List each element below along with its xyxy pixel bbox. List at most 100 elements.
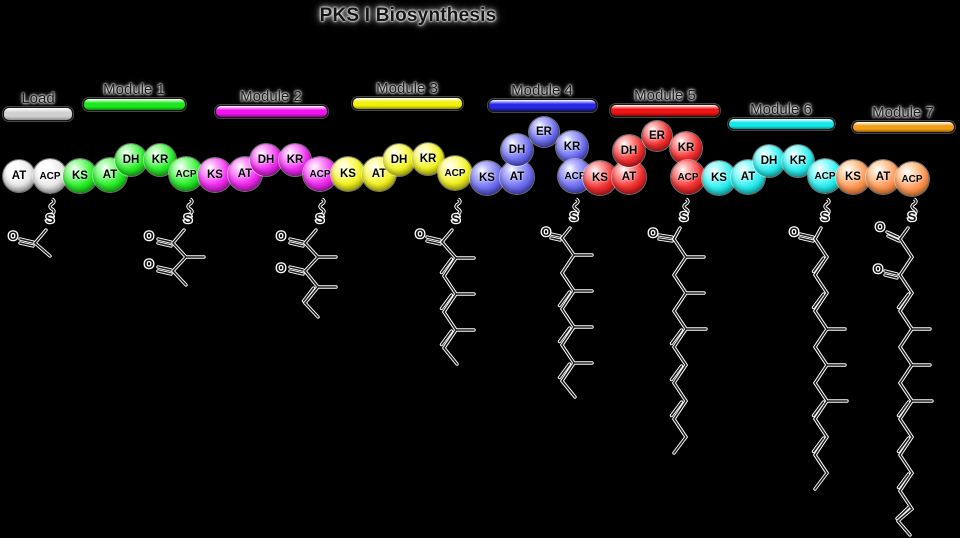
atom-label-s: S — [452, 211, 461, 226]
bond — [673, 346, 687, 366]
bond — [899, 472, 913, 492]
bond — [289, 238, 304, 243]
bond — [673, 382, 687, 402]
domain-m7-acp: ACP — [895, 162, 929, 196]
bond — [812, 437, 825, 453]
bond — [897, 473, 910, 489]
bond — [561, 308, 575, 328]
bond — [814, 382, 828, 402]
bond — [304, 270, 319, 288]
bond — [441, 229, 453, 243]
atom-label-s: S — [680, 209, 689, 224]
bond — [157, 242, 172, 247]
bond — [561, 237, 575, 256]
bond — [426, 236, 441, 241]
atom-label-o: O — [875, 220, 884, 234]
module-bar-m4 — [488, 99, 597, 112]
bond — [673, 364, 687, 384]
bond — [897, 508, 913, 522]
bond — [34, 242, 51, 257]
bond — [443, 293, 457, 313]
bond — [799, 233, 814, 238]
bond — [561, 227, 571, 239]
atom-label-s: S — [570, 209, 579, 224]
domain-m2-dh: DH — [250, 144, 282, 176]
bond — [899, 436, 913, 456]
bond — [887, 235, 900, 242]
domain-m5-ks: KS — [583, 161, 617, 195]
bond — [897, 293, 910, 309]
bond — [897, 520, 911, 536]
bond — [34, 229, 47, 244]
diagram-title: PKS I Biosynthesis — [319, 5, 497, 26]
bond — [884, 274, 898, 279]
bond — [814, 328, 828, 348]
bond — [897, 401, 910, 417]
bond — [814, 346, 828, 366]
domain-load-acp: ACP — [33, 159, 67, 193]
bond — [550, 237, 561, 241]
domain-m1-dh: DH — [115, 144, 147, 176]
wavy-bond — [573, 198, 579, 215]
bond — [19, 238, 34, 243]
domain-m6-dh: DH — [753, 145, 785, 177]
molecule-m1: S OO — [143, 197, 206, 287]
module-label-m1: Module 1 — [103, 81, 165, 98]
bond — [304, 256, 319, 272]
domain-m4-dh: DH — [501, 134, 533, 166]
atom-label-o: O — [789, 225, 798, 239]
bond — [814, 292, 828, 312]
bond — [814, 418, 828, 438]
module-bar-m5 — [610, 104, 720, 117]
bond — [814, 238, 828, 258]
atom-label-s: S — [908, 209, 917, 224]
bond — [899, 400, 913, 420]
bond — [814, 274, 828, 294]
wavy-bond — [455, 198, 461, 215]
bond — [673, 328, 687, 348]
bond — [289, 242, 304, 247]
molecule-m7: S O O — [872, 197, 934, 537]
molecule-m5: SO — [647, 197, 708, 455]
module-label-m4: Module 4 — [511, 82, 573, 99]
bond — [658, 234, 673, 238]
atom-label-s: S — [184, 211, 193, 226]
module-bar-m7 — [852, 121, 955, 133]
bond — [558, 291, 571, 307]
bond — [899, 346, 913, 366]
atom-label-o: O — [276, 261, 285, 275]
atom-label-o: O — [648, 226, 657, 240]
atom-label-o: O — [415, 227, 424, 241]
bond — [814, 310, 828, 330]
bond — [440, 330, 453, 346]
domain-m4-kr: KR — [556, 131, 588, 163]
module-label-m5: Module 5 — [634, 87, 696, 104]
domain-m2-ks: KS — [198, 158, 232, 192]
domain-m1-acp: ACP — [169, 157, 203, 191]
domain-m4-er: ER — [529, 117, 559, 147]
bond — [172, 270, 187, 286]
wavy-bond — [187, 198, 193, 215]
bond — [304, 286, 319, 304]
bond — [899, 274, 913, 294]
bond — [157, 238, 172, 243]
bond — [812, 293, 825, 309]
domain-m3-acp: ACP — [438, 156, 472, 190]
bond — [814, 400, 828, 420]
bond — [673, 238, 687, 258]
bond — [157, 266, 172, 271]
bond — [673, 436, 687, 454]
domain-m7-ks: KS — [836, 160, 870, 194]
domain-m3-dh: DH — [383, 144, 415, 176]
bond — [304, 302, 319, 318]
bond — [289, 266, 304, 271]
domain-m7-at: AT — [866, 160, 900, 194]
bond — [884, 270, 898, 275]
bond — [558, 327, 571, 343]
molecule-m2: S O O — [275, 197, 338, 319]
bond — [814, 364, 828, 384]
bond — [172, 242, 187, 258]
bond — [814, 454, 828, 474]
molecule-m3: SO — [414, 197, 476, 366]
molecule-m6: SO — [788, 197, 849, 491]
